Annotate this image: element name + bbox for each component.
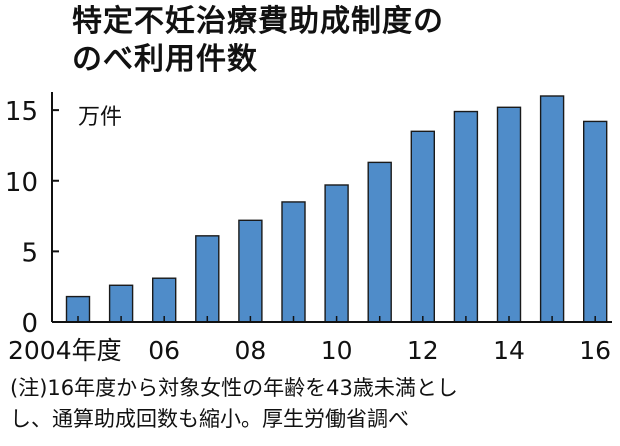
y-tick-label: 0 bbox=[21, 309, 38, 339]
y-tick-label: 10 bbox=[5, 168, 38, 198]
bar-09 bbox=[281, 201, 306, 323]
y-tick-label: 5 bbox=[21, 238, 38, 268]
x-tick-label: 14 bbox=[493, 336, 525, 365]
y-axis-unit-label: 万件 bbox=[78, 105, 122, 130]
y-tick-label: 15 bbox=[5, 97, 38, 127]
footnote-line-2: し、通算助成回数も縮小。厚生労働省調べ bbox=[10, 407, 409, 431]
bar-13 bbox=[453, 110, 479, 323]
y-axis-ticks: 0 5 10 15 bbox=[5, 97, 59, 339]
bar-07 bbox=[195, 235, 220, 323]
x-tick-label: 12 bbox=[407, 336, 439, 365]
bar-16 bbox=[583, 120, 608, 323]
footnote-line-1: (注)16年度から対象女性の年齢を43歳未満とし bbox=[10, 376, 458, 400]
chart-title-line-1: 特定不妊治療費助成制度の bbox=[72, 4, 444, 39]
x-tick-label: 16 bbox=[579, 336, 611, 365]
x-tick-label: 06 bbox=[148, 336, 180, 365]
bar-15 bbox=[539, 95, 565, 323]
bar-chart: 万件 0 5 10 15 2004年度 06 08 10 12 14 16 bbox=[5, 92, 612, 365]
bar-14 bbox=[496, 106, 522, 323]
bar-06 bbox=[151, 277, 177, 323]
bar-10 bbox=[324, 184, 349, 323]
bars-group bbox=[65, 95, 608, 323]
bar-11 bbox=[367, 161, 392, 323]
bar-08 bbox=[238, 219, 263, 323]
x-axis-ticks: 2004年度 06 08 10 12 14 16 bbox=[8, 316, 611, 365]
x-tick-label: 2004年度 bbox=[8, 336, 122, 365]
chart-title-line-2: のべ利用件数 bbox=[72, 42, 258, 77]
bar-12 bbox=[410, 130, 435, 323]
x-tick-label: 10 bbox=[321, 336, 353, 365]
x-tick-label: 08 bbox=[234, 336, 266, 365]
